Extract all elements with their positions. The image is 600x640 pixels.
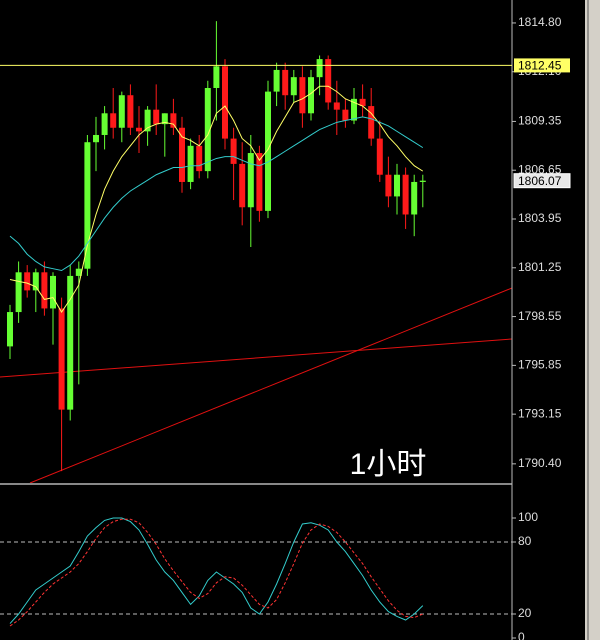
y-tick-label: 100 <box>518 510 538 524</box>
y-tick-label: 0 <box>518 630 525 640</box>
candle-body <box>222 66 228 139</box>
candle-body <box>213 66 220 88</box>
candle-body <box>179 127 185 182</box>
indicator-line <box>9 518 423 627</box>
last-price-label: 1806.07 <box>518 174 562 188</box>
candle-body <box>136 127 142 132</box>
candle-body <box>325 59 332 103</box>
y-tick-label: 1798.55 <box>518 309 562 323</box>
y-tick-label: 1814.80 <box>518 15 562 29</box>
candle-body <box>419 180 426 182</box>
candle-body <box>153 109 160 125</box>
candle-body <box>376 138 383 175</box>
candle-body <box>368 106 375 139</box>
moving-average <box>9 85 424 313</box>
y-tick-label: 80 <box>518 534 532 548</box>
candle-body <box>411 181 418 215</box>
candle-body <box>127 95 134 128</box>
candle-body <box>93 134 99 143</box>
candle-body <box>359 98 366 107</box>
y-tick-label: 1790.40 <box>518 456 562 470</box>
y-tick-label: 1795.85 <box>518 358 562 372</box>
scrollbar <box>585 0 600 640</box>
candle-body <box>247 153 254 208</box>
candle-body <box>342 109 349 121</box>
candle-body <box>351 98 357 121</box>
candle-body <box>118 95 125 128</box>
candle-body <box>308 77 314 114</box>
timeframe-label: 1小时 <box>350 448 427 481</box>
candle-body <box>58 308 65 410</box>
candle-body <box>110 113 117 128</box>
candle-body <box>144 109 151 132</box>
candle-body <box>41 272 48 309</box>
candle-body <box>333 102 340 110</box>
y-tick-label: 1801.25 <box>518 260 562 274</box>
y-tick-label: 20 <box>518 606 532 620</box>
candle-body <box>15 272 22 313</box>
candle-body <box>84 142 91 269</box>
y-tick-label: 1809.35 <box>518 114 562 128</box>
candle-body <box>316 59 323 78</box>
last-price-box <box>513 173 571 189</box>
y-tick-label: 1806.65 <box>518 162 562 176</box>
candle-body <box>256 153 263 211</box>
candle-body <box>32 272 39 291</box>
candle-body <box>394 174 400 197</box>
candle-body <box>265 91 271 211</box>
candle-body <box>204 87 211 172</box>
trend-line <box>0 338 513 378</box>
candle-body <box>75 268 82 276</box>
candle-body <box>385 174 392 197</box>
candle-body <box>187 145 194 182</box>
candle-body <box>402 174 409 215</box>
candle-body <box>230 138 237 164</box>
candle-body <box>24 272 31 291</box>
price-label-box <box>514 58 570 73</box>
candle-body <box>239 163 246 208</box>
trend-line <box>29 287 513 484</box>
y-tick-label: 1803.95 <box>518 211 562 225</box>
indicator-line <box>9 517 424 624</box>
candle-body <box>170 113 177 128</box>
y-tick-label: 1793.15 <box>518 406 562 420</box>
candle-body <box>282 69 289 96</box>
candle-body <box>290 77 297 96</box>
candle-body <box>273 69 280 92</box>
candle-body <box>67 275 74 410</box>
candle-body <box>196 145 203 172</box>
candle-body <box>50 275 56 309</box>
candle-body <box>161 113 168 125</box>
price-label: 1812.45 <box>518 59 562 73</box>
candle-body <box>101 113 108 135</box>
candle-body <box>7 312 13 347</box>
candle-body <box>299 77 306 114</box>
moving-average <box>9 116 424 272</box>
